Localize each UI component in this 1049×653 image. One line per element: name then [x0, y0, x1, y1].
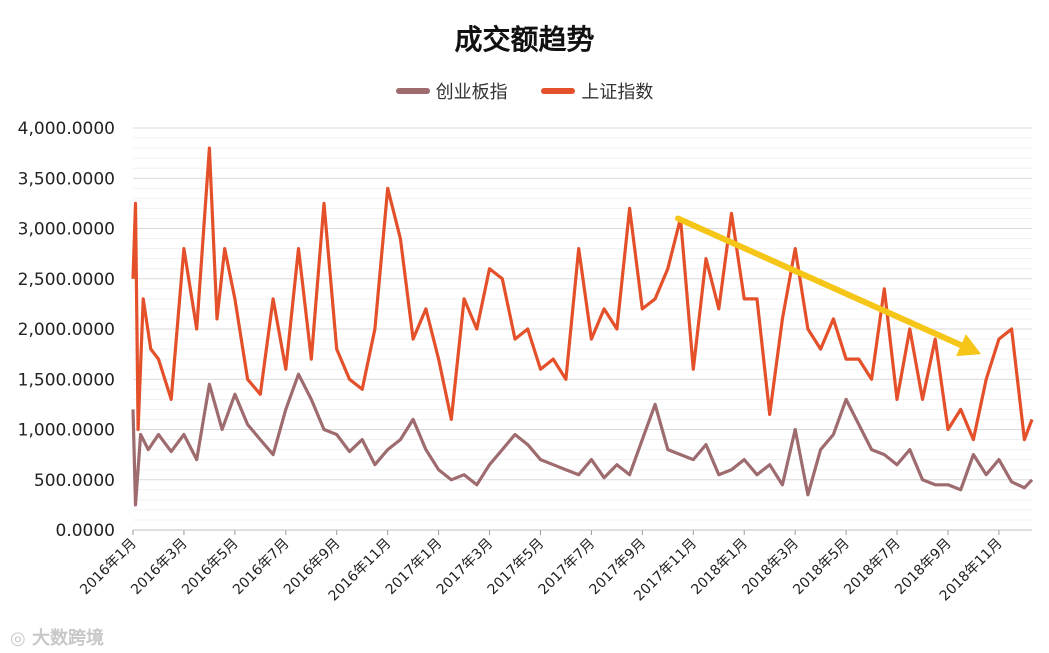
legend-item-shanghai: 上证指数 [541, 78, 653, 104]
series-lines [131, 146, 1034, 507]
legend-item-chinext: 创业板指 [395, 78, 508, 104]
watermark-text: 大数跨境 [31, 628, 104, 649]
y-tick-label: 2,000.0000 [18, 320, 115, 340]
y-tick-label: 1,500.0000 [18, 370, 115, 390]
y-tick-label: 4,000.0000 [18, 119, 115, 139]
legend-swatch-shanghai [541, 88, 576, 94]
legend: 创业板指 上证指数 [0, 78, 1049, 104]
trend-arrow-shaft [675, 215, 964, 349]
trend-annotation [675, 215, 982, 357]
y-tick-label: 2,500.0000 [18, 270, 115, 290]
legend-swatch-chinext [395, 88, 430, 94]
y-tick-label: 3,500.0000 [18, 169, 115, 189]
series-line-chinext [131, 372, 1034, 507]
y-tick-label: 0.0000 [56, 521, 115, 541]
legend-label-shanghai: 上证指数 [581, 82, 654, 103]
chart-title: 成交额趋势 [454, 23, 595, 56]
legend-label-chinext: 创业板指 [435, 82, 508, 103]
y-tick-label: 3,000.0000 [18, 220, 115, 240]
y-axis: 0.0000 500.0000 1,000.0000 1,500.0000 2,000.… [18, 119, 115, 541]
y-tick-label: 500.0000 [34, 471, 115, 491]
y-tick-label: 1,000.0000 [18, 421, 115, 441]
series-line-shanghai [131, 146, 1034, 442]
watermark: ◎ 大数跨境 [10, 628, 104, 649]
x-axis: 2016年1月2016年3月2016年5月2016年7月2016年9月2016年… [77, 529, 1032, 604]
trend-arrow-head [956, 334, 982, 357]
